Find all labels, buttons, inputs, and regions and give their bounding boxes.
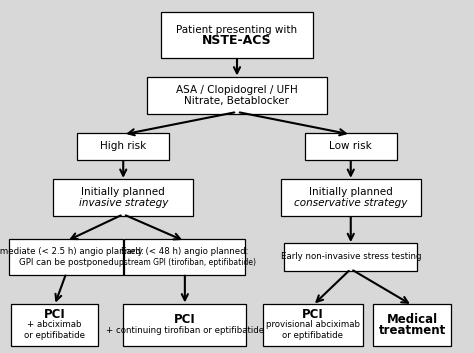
FancyBboxPatch shape [54, 179, 193, 216]
FancyBboxPatch shape [9, 239, 123, 275]
Text: Initially planned: Initially planned [309, 187, 392, 197]
FancyBboxPatch shape [373, 304, 451, 346]
FancyBboxPatch shape [284, 243, 417, 271]
Text: Low risk: Low risk [329, 142, 372, 151]
Text: or eptifibatide: or eptifibatide [283, 331, 343, 340]
Text: PCI: PCI [174, 313, 196, 326]
Text: PCI: PCI [302, 308, 324, 321]
Text: Nitrate, Betablocker: Nitrate, Betablocker [184, 96, 290, 106]
Text: Patient presenting with: Patient presenting with [176, 25, 298, 35]
Text: Early (< 48 h) angio planned:: Early (< 48 h) angio planned: [121, 247, 248, 256]
Text: + abciximab: + abciximab [27, 320, 82, 329]
Text: conservative strategy: conservative strategy [294, 198, 408, 208]
Text: or eptifibatide: or eptifibatide [24, 331, 85, 340]
FancyBboxPatch shape [77, 133, 170, 160]
FancyBboxPatch shape [123, 304, 246, 346]
FancyBboxPatch shape [281, 179, 420, 216]
Text: PCI: PCI [44, 308, 65, 321]
Text: Immediate (< 2.5 h) angio planned:: Immediate (< 2.5 h) angio planned: [0, 247, 144, 256]
Text: Initially planned: Initially planned [82, 187, 165, 197]
FancyBboxPatch shape [147, 77, 327, 114]
Text: upstream GPI (tirofiban, eptifibatide): upstream GPI (tirofiban, eptifibatide) [114, 258, 256, 267]
Text: treatment: treatment [379, 324, 446, 336]
Text: NSTE-ACS: NSTE-ACS [202, 34, 272, 47]
Text: Early non-invasive stress testing: Early non-invasive stress testing [281, 252, 421, 262]
FancyBboxPatch shape [11, 304, 99, 346]
Text: Medical: Medical [387, 313, 438, 326]
Text: invasive strategy: invasive strategy [79, 198, 168, 208]
Text: + continuing tirofiban or eptifibatide: + continuing tirofiban or eptifibatide [106, 325, 264, 335]
Text: GPI can be postponed: GPI can be postponed [19, 258, 114, 267]
FancyBboxPatch shape [304, 133, 397, 160]
FancyBboxPatch shape [124, 239, 246, 275]
FancyBboxPatch shape [161, 12, 313, 58]
Text: ASA / Clopidogrel / UFH: ASA / Clopidogrel / UFH [176, 85, 298, 95]
FancyBboxPatch shape [263, 304, 363, 346]
Text: provisional abciximab: provisional abciximab [266, 320, 360, 329]
Text: High risk: High risk [100, 142, 146, 151]
